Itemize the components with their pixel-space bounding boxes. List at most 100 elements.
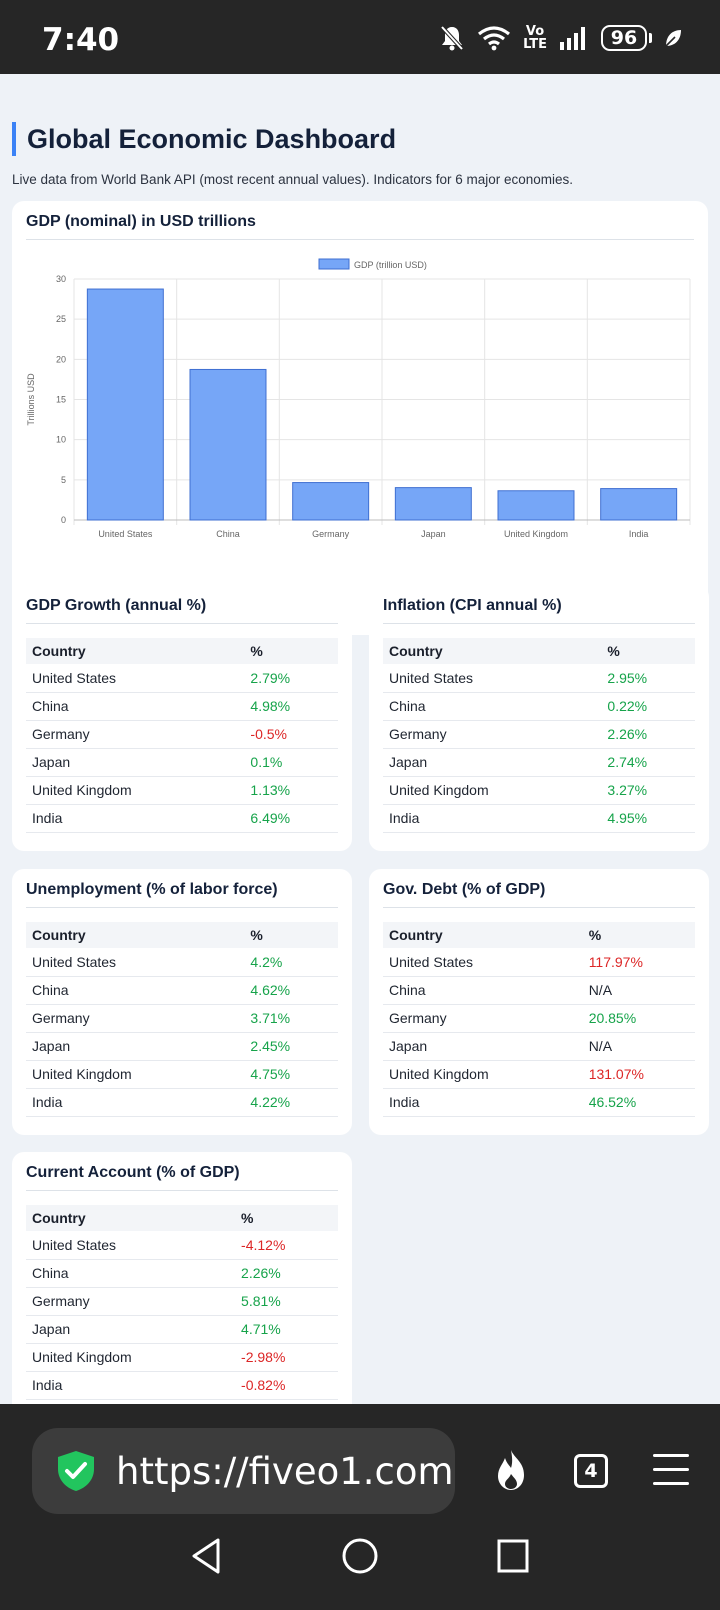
y-tick-label: 0	[61, 515, 66, 525]
country-cell: Germany	[383, 720, 602, 749]
country-cell: India	[26, 804, 245, 833]
value-cell: N/A	[582, 976, 695, 1005]
battery-level: 96	[601, 25, 647, 51]
table-row: United States -4.12%	[26, 1231, 338, 1260]
table-row: China 4.62%	[26, 976, 338, 1005]
x-tick-label: United States	[98, 529, 153, 539]
value-cell: 2.74%	[601, 748, 695, 777]
gov-debt-card: Gov. Debt (% of GDP) Country% United State…	[369, 869, 709, 1135]
value-cell: 4.95%	[601, 804, 695, 833]
table-row: Germany 3.71%	[26, 1004, 338, 1033]
inflation-card: Inflation (CPI annual %) Country% United S…	[369, 585, 709, 851]
table-row: United Kingdom 4.75%	[26, 1060, 338, 1089]
table-row: Germany -0.5%	[26, 720, 338, 749]
y-tick-label: 20	[56, 354, 66, 364]
table-row: China 2.26%	[26, 1259, 338, 1288]
url-text[interactable]: https://fiveo1.com	[116, 1449, 454, 1493]
country-cell: Japan	[383, 1032, 583, 1061]
recents-icon[interactable]	[494, 1536, 532, 1576]
table-row: United States 2.95%	[383, 664, 695, 693]
column-header-value: %	[244, 638, 338, 664]
value-cell: 3.27%	[601, 776, 695, 805]
country-cell: Japan	[26, 1315, 236, 1344]
country-cell: Japan	[26, 748, 245, 777]
x-tick-label: United Kingdom	[504, 529, 568, 539]
country-cell: India	[383, 1088, 583, 1117]
country-cell: India	[383, 804, 602, 833]
y-tick-label: 5	[61, 475, 66, 485]
home-icon[interactable]	[340, 1536, 380, 1576]
system-nav-bar	[0, 1520, 720, 1610]
value-cell: -0.5%	[244, 720, 338, 749]
country-cell: China	[26, 1259, 236, 1288]
column-header-value: %	[235, 1205, 338, 1231]
country-cell: China	[26, 976, 245, 1005]
table-row: United States 2.79%	[26, 664, 338, 693]
value-cell: 20.85%	[582, 1004, 695, 1033]
table-row: India -0.82%	[26, 1371, 338, 1400]
shield-check-icon[interactable]	[54, 1449, 98, 1493]
current-account-card: Current Account (% of GDP) Country% United…	[12, 1152, 352, 1404]
gdp-chart-card: GDP (nominal) in USD trillions 0 5 10 15 20 2…	[12, 201, 708, 635]
wifi-icon	[478, 26, 511, 51]
table-row: United States 117.97%	[383, 948, 695, 977]
value-cell: -4.12%	[235, 1231, 338, 1260]
column-header-value: %	[582, 922, 695, 948]
table-row: China N/A	[383, 976, 695, 1005]
value-cell: 0.1%	[244, 748, 338, 777]
back-icon[interactable]	[188, 1536, 224, 1576]
status-icons: Vo LTE 96	[439, 24, 682, 52]
country-cell: India	[26, 1371, 236, 1400]
value-cell: 4.71%	[235, 1315, 338, 1344]
bar-japan	[394, 487, 472, 521]
value-cell: 4.75%	[244, 1060, 338, 1089]
x-tick-label: Japan	[421, 529, 446, 539]
value-cell: 2.79%	[244, 664, 338, 693]
web-page[interactable]: Global Economic Dashboard Live data from…	[0, 74, 720, 1404]
country-cell: United Kingdom	[26, 1343, 236, 1372]
value-cell: 2.45%	[244, 1032, 338, 1061]
value-cell: 4.22%	[244, 1088, 338, 1117]
table-row: Germany 20.85%	[383, 1004, 695, 1033]
y-tick-label: 30	[56, 274, 66, 284]
indicator-table: Country% United States -4.12% China 2.26% Ger…	[26, 1205, 338, 1400]
table-row: China 4.98%	[26, 692, 338, 721]
country-cell: Japan	[26, 1032, 245, 1061]
table-card-title: Unemployment (% of labor force)	[26, 881, 338, 908]
value-cell: -2.98%	[235, 1343, 338, 1372]
value-cell: 5.81%	[235, 1287, 338, 1316]
table-row: Japan N/A	[383, 1032, 695, 1061]
table-row: India 4.22%	[26, 1088, 338, 1117]
country-cell: United States	[26, 664, 245, 693]
flame-icon[interactable]	[492, 1448, 530, 1492]
country-cell: China	[383, 976, 583, 1005]
table-row: India 46.52%	[383, 1088, 695, 1117]
url-bar[interactable]: https://fiveo1.com	[32, 1428, 455, 1514]
x-tick-label: Germany	[312, 529, 350, 539]
menu-icon[interactable]	[653, 1454, 689, 1496]
value-cell: 2.26%	[235, 1259, 338, 1288]
value-cell: 4.2%	[244, 948, 338, 977]
country-cell: United Kingdom	[383, 1060, 583, 1089]
legend-label: GDP (trillion USD)	[354, 260, 427, 270]
value-cell: 4.62%	[244, 976, 338, 1005]
value-cell: 2.95%	[601, 664, 695, 693]
page-title: Global Economic Dashboard	[12, 122, 396, 156]
indicator-table: Country% United States 2.79% China 4.98% Germ…	[26, 638, 338, 833]
country-cell: Germany	[26, 1287, 236, 1316]
country-cell: United States	[26, 948, 245, 977]
tabs-icon[interactable]: 4	[574, 1454, 608, 1488]
table-row: United States 4.2%	[26, 948, 338, 977]
table-card-title: Current Account (% of GDP)	[26, 1164, 338, 1191]
network-type-label: Vo LTE	[523, 24, 547, 52]
value-cell: 131.07%	[582, 1060, 695, 1089]
table-card-title: Inflation (CPI annual %)	[383, 597, 695, 624]
status-time: 7:40	[42, 22, 120, 58]
indicator-table: Country% United States 2.95% China 0.22% Germ…	[383, 638, 695, 833]
table-card-title: Gov. Debt (% of GDP)	[383, 881, 695, 908]
value-cell: 46.52%	[582, 1088, 695, 1117]
x-tick-label: India	[629, 529, 649, 539]
bar-united-kingdom	[497, 490, 575, 521]
country-cell: Germany	[26, 1004, 245, 1033]
bar-germany	[292, 482, 370, 521]
